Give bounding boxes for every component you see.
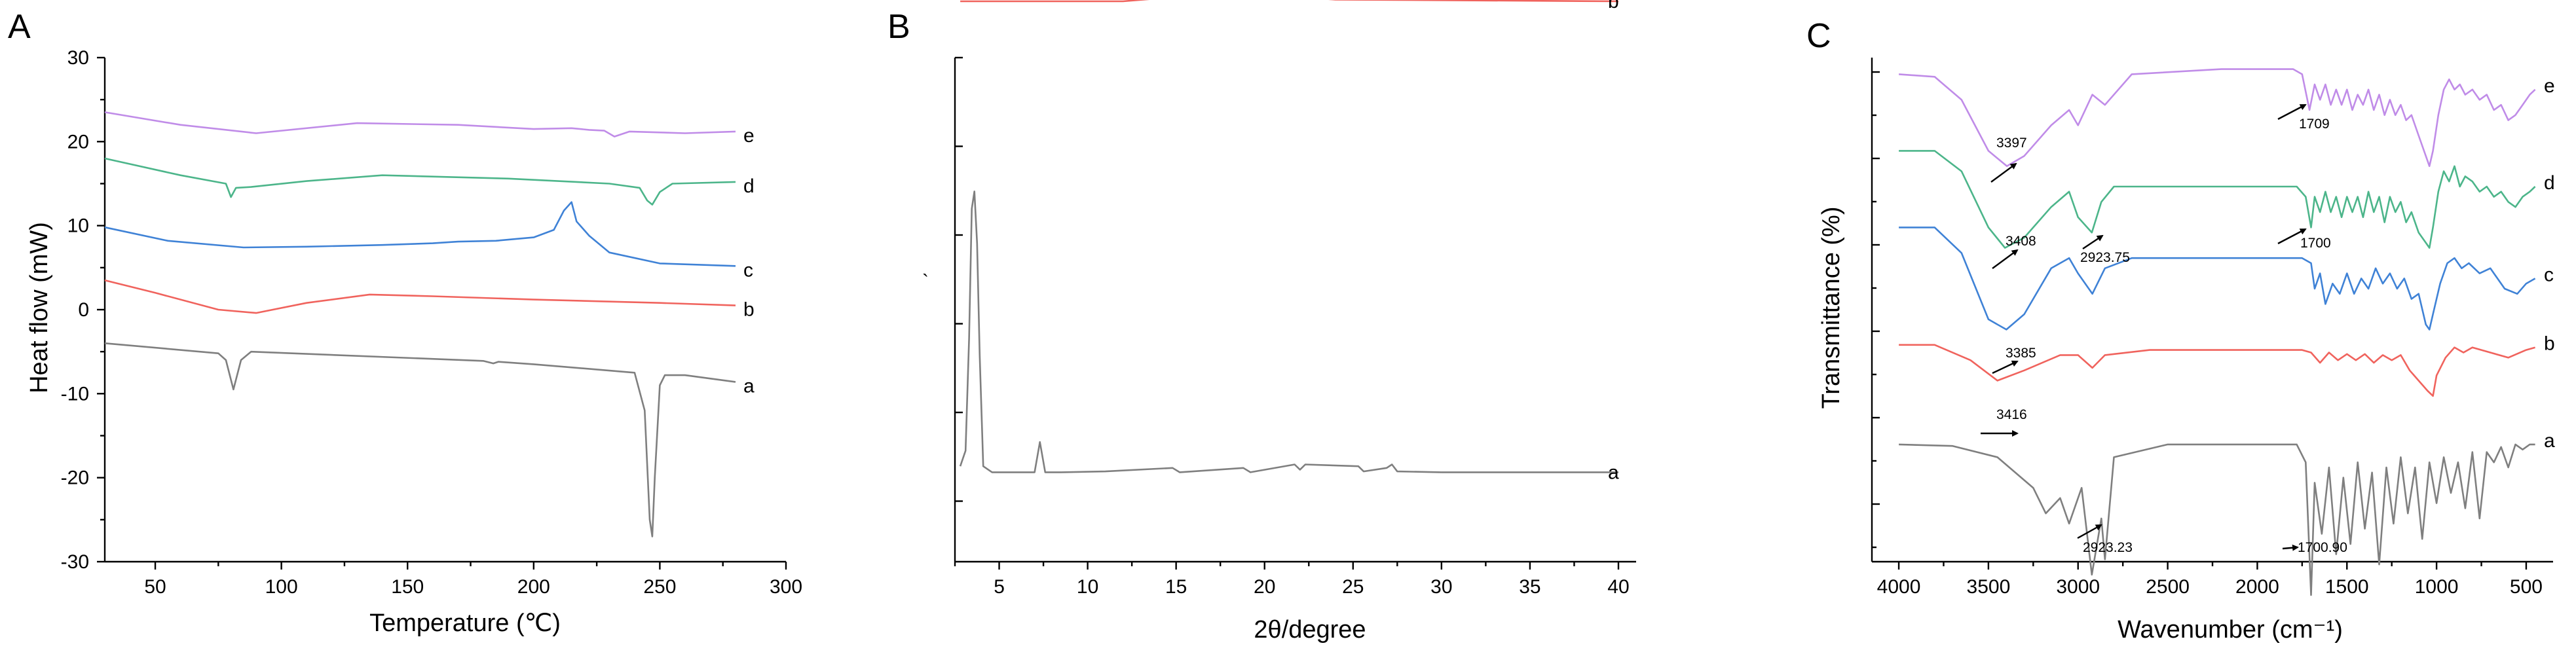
panel-a-y-tick-label: 0 <box>78 299 89 321</box>
panel-a-series-label-c: c <box>743 259 753 281</box>
panel-c-x-tick-label: 3000 <box>2056 576 2100 598</box>
panel-c-x-tick-label: 1500 <box>2325 576 2369 598</box>
panel-b-stray-mark: ` <box>922 271 929 293</box>
panel-c-series-c <box>1899 227 2536 331</box>
panel-c-x-tick-label: 2000 <box>2235 576 2279 598</box>
panel-c-series-d <box>1899 150 2536 249</box>
panel-c-annotation-arrow <box>2277 103 2307 120</box>
panel-a-x-tick-label: 200 <box>517 576 550 598</box>
panel-a-series-label-a: a <box>743 375 755 397</box>
panel-a-y-tick-label: 10 <box>67 215 89 237</box>
panel-c-series-label-a: a <box>2544 430 2555 452</box>
panel-b-xrd: 510152025303540abcde 2θ/degree ` <box>922 0 1636 644</box>
panel-b-series-label-a: a <box>1608 462 1619 483</box>
panel-c-annotation-label: 2923.23 <box>2083 540 2133 555</box>
panel-b-series-label-b: b <box>1608 0 1619 12</box>
panel-b-x-axis-title: 2θ/degree <box>1254 616 1366 644</box>
panel-c-annotation-arrow <box>1992 360 2019 374</box>
panel-b-x-tick-label: 20 <box>1254 576 1275 598</box>
panel-b-plot-area: 510152025303540abcde <box>954 0 1636 598</box>
panel-a-series-label-b: b <box>743 299 755 321</box>
panel-c-annotation-arrow <box>2082 234 2104 249</box>
panel-c-series-a <box>1899 443 2535 596</box>
panel-a-series-label-d: d <box>743 175 755 197</box>
panel-a-y-tick-label: 30 <box>67 47 89 69</box>
panel-a-series-b <box>104 279 736 314</box>
panel-a-series-a <box>104 342 736 537</box>
panel-letter-c: C <box>1806 17 1831 55</box>
panel-c-series-label-e: e <box>2544 75 2555 97</box>
panel-b-x-tick-label: 30 <box>1430 576 1452 598</box>
panel-c-series-b <box>1899 344 2535 397</box>
panel-a-series-label-e: e <box>743 125 755 147</box>
panel-b-series-a <box>959 191 1618 473</box>
panel-b-x-tick-label: 5 <box>994 576 1005 598</box>
panel-c-x-tick-label: 2500 <box>2146 576 2190 598</box>
panel-a-x-tick-label: 300 <box>770 576 802 598</box>
panel-c-annotation-label: 3408 <box>2006 234 2036 249</box>
panel-c-annotation-label: 1700.90 <box>2298 540 2347 555</box>
panel-letter-b: B <box>887 8 910 46</box>
panel-c-x-tick-label: 4000 <box>1877 576 1921 598</box>
panel-a-plot-area: -30 -20 -10 0 10 20 30 50 100 150 200 250 300 a bc d e <box>61 47 802 598</box>
panel-c-annotation-label: 3385 <box>2006 346 2036 361</box>
panel-c-y-axis-title: Transmittance (%) <box>1818 207 1845 409</box>
panel-a-y-tick-label: -10 <box>61 383 89 405</box>
panel-c-x-tick-label: 500 <box>2510 576 2543 598</box>
panel-a-y-tick-label: -30 <box>61 551 89 573</box>
panel-c-annotation-arrow <box>1992 249 2019 269</box>
panel-c-series-label-d: d <box>2544 172 2555 194</box>
panel-c-x-tick-label: 3500 <box>1967 576 2011 598</box>
panel-a-series-d <box>104 157 736 206</box>
panel-a-x-axis-title: Temperature (℃) <box>369 609 561 637</box>
panel-a-x-tick-label: 50 <box>144 576 166 598</box>
panel-a-series-e <box>104 111 736 137</box>
panel-c-annotation-arrow <box>2282 544 2299 551</box>
panel-a-y-tick-label: 20 <box>67 131 89 153</box>
panel-b-x-tick-label: 10 <box>1077 576 1098 598</box>
panel-c-x-tick-label: 1000 <box>2415 576 2459 598</box>
panel-b-x-tick-label: 35 <box>1519 576 1540 598</box>
panel-b-series-b <box>960 0 1619 3</box>
panel-b-x-tick-label: 15 <box>1165 576 1187 598</box>
panel-c-series-label-b: b <box>2544 333 2555 355</box>
panel-c-annotation-arrow <box>2077 524 2102 539</box>
panel-a-x-tick-label: 150 <box>391 576 424 598</box>
panel-c-annotation-arrow <box>1990 162 2017 183</box>
panel-c-plot-area: 4000 3500 3000 2500 2000 1500 1000 500 a b c d e 3397… <box>1871 58 2555 598</box>
panel-c-annotation-label: 2923.75 <box>2080 250 2130 265</box>
panel-c-ftir: 4000 3500 3000 2500 2000 1500 1000 500 a b c d e 3397… <box>1818 58 2555 644</box>
panel-a-dsc: -30 -20 -10 0 10 20 30 50 100 150 200 250 300 a bc d e T… <box>26 47 802 637</box>
panel-a-y-tick-label: -20 <box>61 467 89 489</box>
panel-c-annotation-label: 1700 <box>2300 236 2331 251</box>
panel-c-x-axis-title: Wavenumber (cm⁻¹) <box>2118 616 2343 644</box>
panel-c-annotation-label: 1709 <box>2299 117 2330 132</box>
panel-a-series-c <box>104 201 736 267</box>
panel-c-annotation-label: 3397 <box>1996 136 2027 151</box>
panel-a-y-axis-title: Heat flow (mW) <box>26 222 53 393</box>
panel-a-x-tick-label: 250 <box>643 576 676 598</box>
panel-c-series-label-c: c <box>2544 264 2554 285</box>
panel-b-x-tick-label: 40 <box>1607 576 1629 598</box>
panel-a-x-tick-label: 100 <box>265 576 298 598</box>
panel-b-x-tick-label: 25 <box>1342 576 1364 598</box>
panel-c-annotation-label: 3416 <box>1996 407 2027 422</box>
panel-c-annotation-arrow <box>2277 228 2307 245</box>
panel-c-series-e <box>1899 68 2536 168</box>
panel-letter-a: A <box>8 8 31 46</box>
